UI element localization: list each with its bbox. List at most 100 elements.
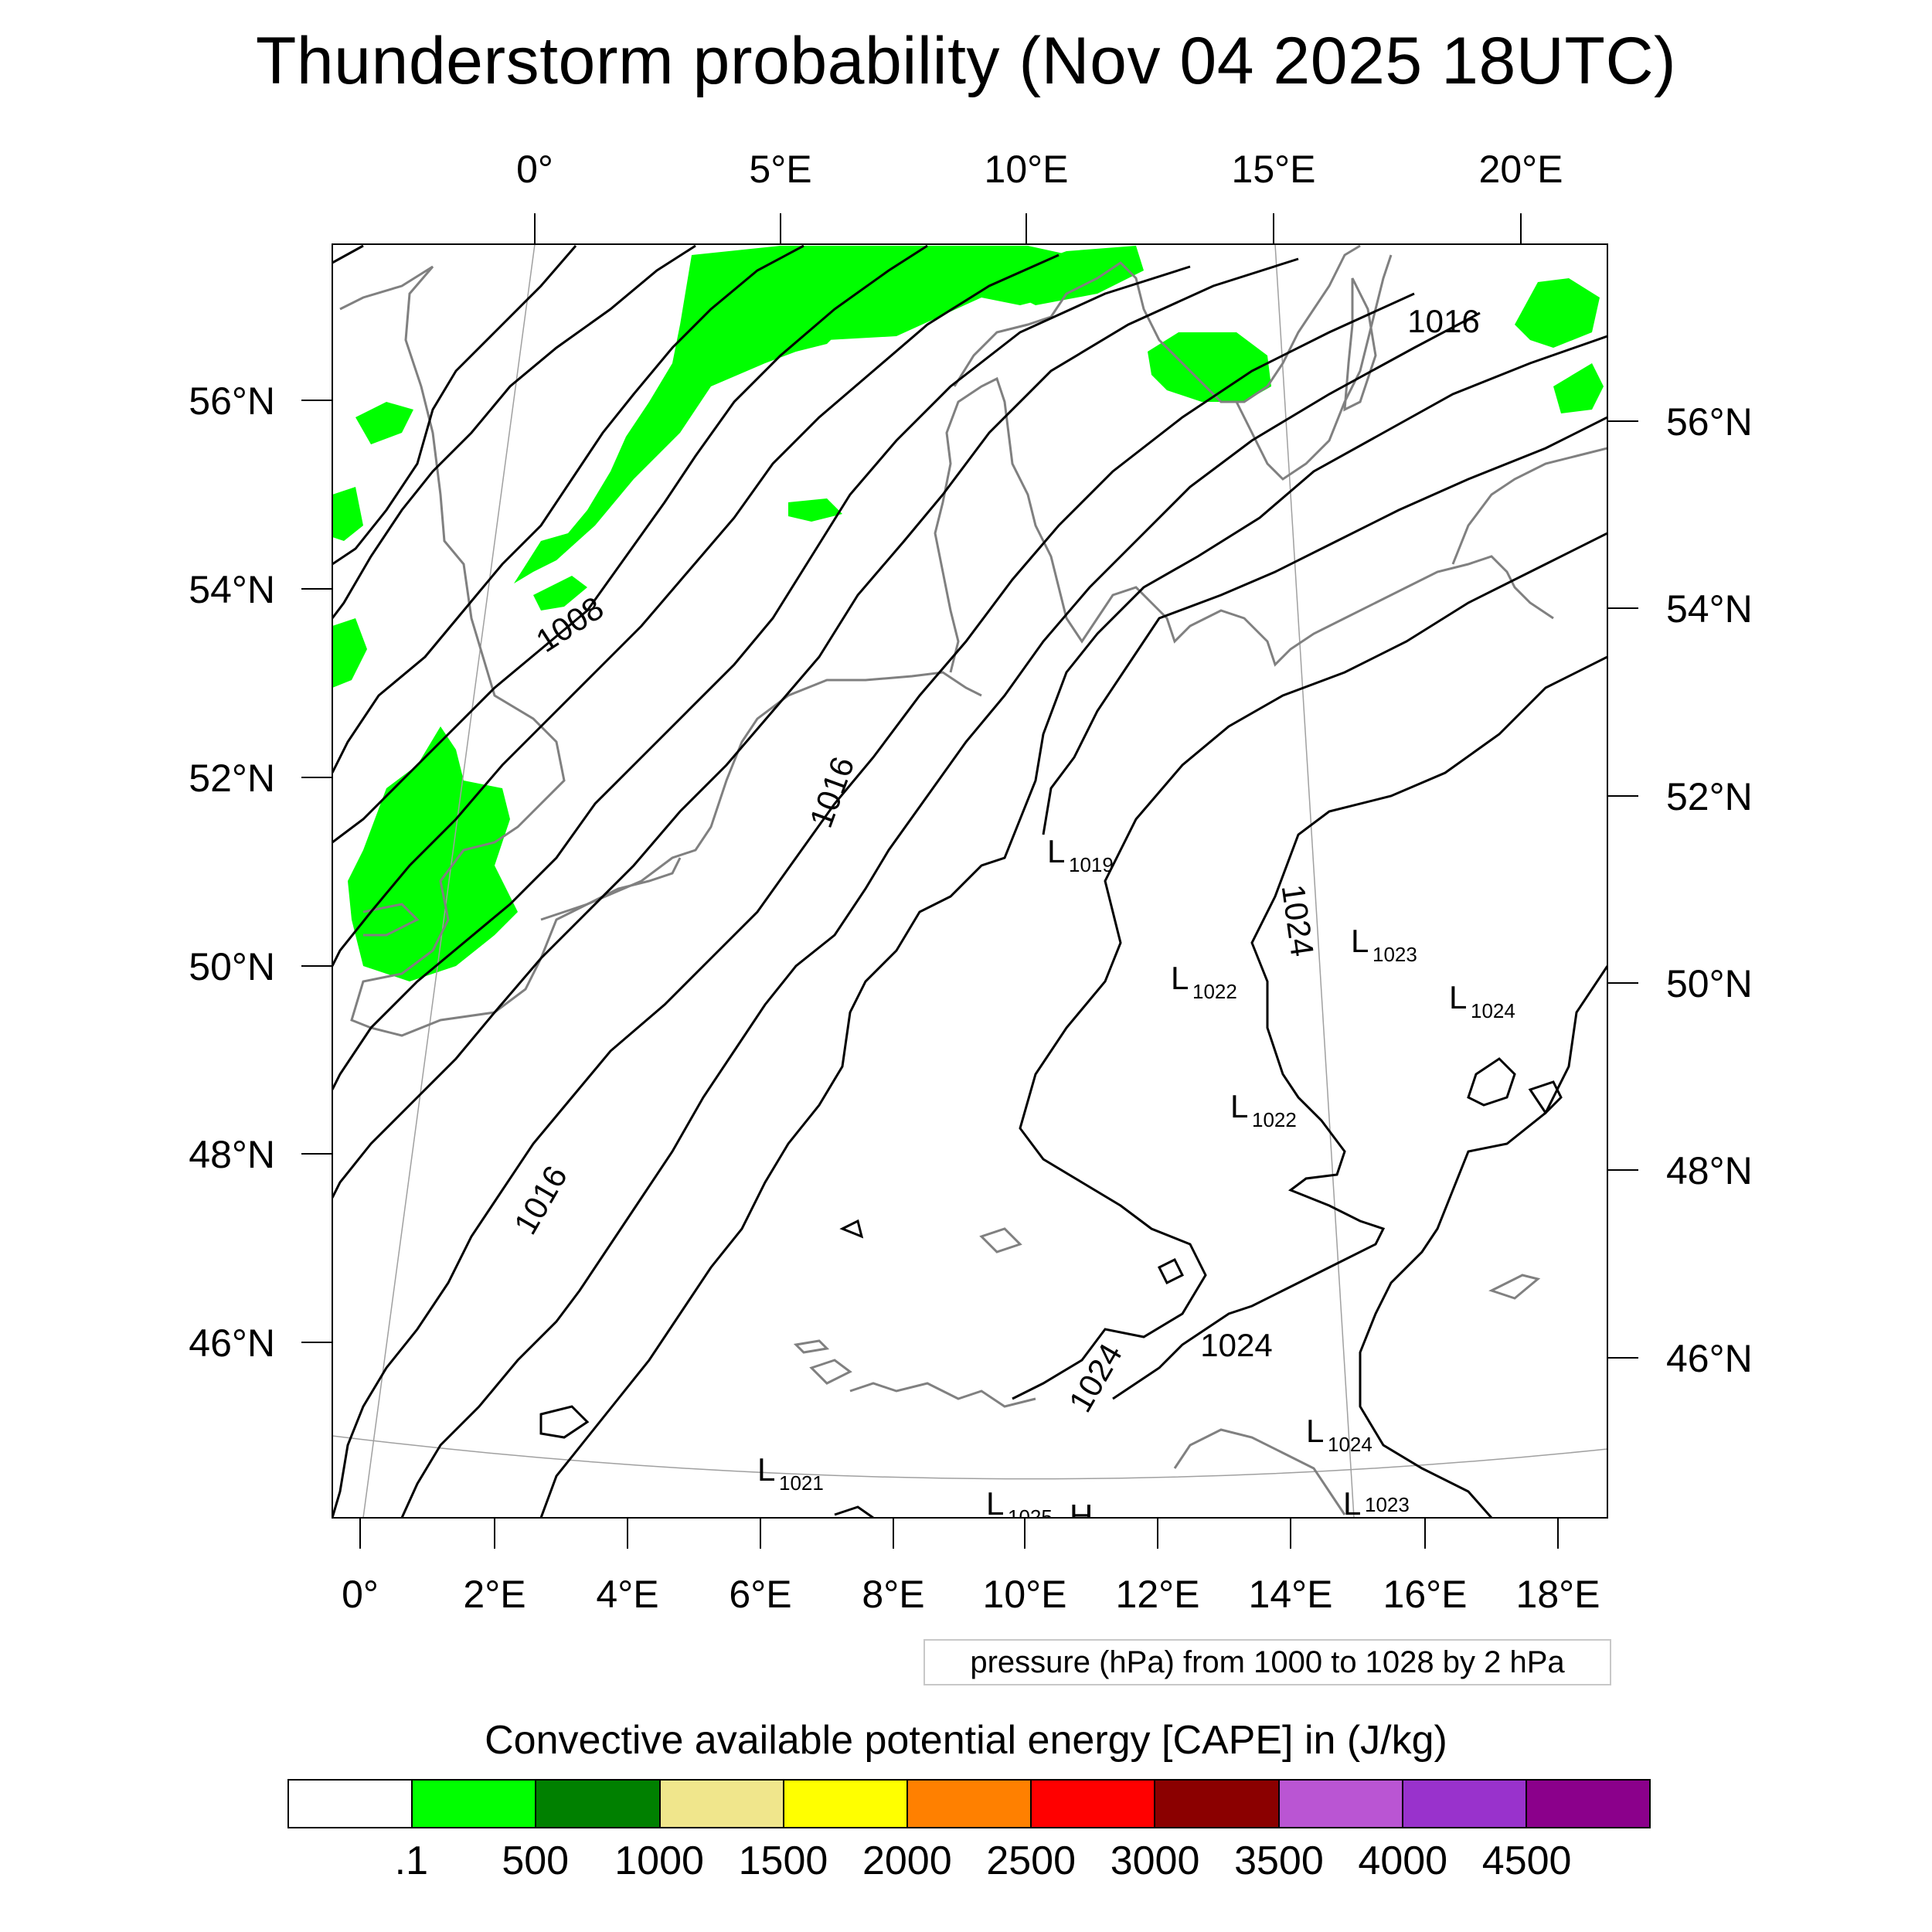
lon-label: 6°E [729, 1573, 791, 1616]
svg-text:L: L [986, 1485, 1004, 1522]
map-title: Thunderstorm probability (Nov 04 2025 18… [255, 24, 1677, 98]
lon-label: 0° [342, 1573, 379, 1616]
colorbar-label: 2000 [862, 1838, 952, 1883]
lat-label: 56°N [189, 379, 275, 423]
colorbar-label: .1 [394, 1838, 429, 1883]
bottom-longitude-labels: 0° 2°E 4°E 6°E 8°E 10°E 12°E 14°E 16°E 1… [342, 1573, 1600, 1616]
lat-label: 46°N [1666, 1337, 1753, 1380]
colorbar-label: 2500 [986, 1838, 1077, 1883]
coast-sweden-east [1235, 254, 1393, 481]
cape-area-england [348, 726, 518, 981]
coast-lake-constance [979, 1227, 1022, 1253]
lon-label: 18°E [1516, 1573, 1600, 1616]
cape-area-west-1 [332, 487, 363, 541]
lon-label: 16°E [1383, 1573, 1468, 1616]
isobar-label: 1016 [802, 752, 861, 832]
colorbar-swatch [1155, 1781, 1280, 1827]
isobar-label: 1024 [1275, 882, 1321, 958]
colorbar-label: 4000 [1358, 1838, 1448, 1883]
lon-label: 14°E [1249, 1573, 1333, 1616]
pressure-center: L 1024 [1449, 979, 1515, 1022]
graticule [332, 244, 1607, 1518]
svg-text:L: L [1047, 833, 1065, 869]
pressure-center: L 1025 [986, 1485, 1053, 1522]
lat-label: 46°N [189, 1321, 275, 1365]
colorbar-swatch [413, 1781, 537, 1827]
lat-label: 54°N [189, 568, 275, 611]
cape-area-baltic-east [1515, 278, 1600, 348]
coast-france-benelux [540, 671, 982, 921]
coast-alps-north [849, 1382, 1036, 1408]
svg-text:L: L [1306, 1413, 1324, 1449]
svg-text:1024: 1024 [1328, 1433, 1372, 1456]
lat-label: 52°N [189, 757, 275, 800]
colorbar-title: Convective available potential energy [C… [485, 1718, 1447, 1763]
lat-label: 48°N [1666, 1149, 1753, 1192]
map-frame [332, 243, 1608, 1519]
svg-text:1022: 1022 [1192, 980, 1237, 1003]
cape-area-dogger [788, 498, 842, 522]
coast-alps-lakes [809, 1359, 852, 1385]
lat-label: 50°N [189, 945, 275, 988]
top-longitude-labels: 0° 5°E 10°E 15°E 20°E [516, 148, 1563, 191]
colorbar-swatch [1403, 1781, 1527, 1827]
lat-label: 50°N [1666, 962, 1753, 1005]
svg-text:1023: 1023 [1372, 943, 1417, 966]
svg-text:L: L [1343, 1485, 1361, 1522]
svg-text:1023: 1023 [1365, 1493, 1410, 1516]
isobar-label: 1024 [1200, 1327, 1272, 1363]
pressure-center: L 1019 [1047, 833, 1114, 876]
pressure-center: L 1024 [1306, 1413, 1372, 1456]
lon-label: 5°E [749, 148, 811, 191]
pressure-centers: L 1019 L 1022 L 1023 L 1024 L 1022 L 1024 L 102… [757, 833, 1515, 1534]
svg-text:L: L [757, 1451, 775, 1488]
coast-lake-balaton [1488, 1274, 1541, 1300]
cape-area-north-sea [514, 246, 1070, 583]
isobar-label: 1024 [1062, 1338, 1129, 1418]
lon-label: 20°E [1479, 148, 1563, 191]
tick-marks [301, 213, 1638, 1549]
colorbar-swatch [784, 1781, 908, 1827]
colorbar-swatch [907, 1781, 1032, 1827]
pressure-center: L 1022 [1171, 960, 1237, 1003]
lat-label: 54°N [1666, 587, 1753, 631]
cape-area-sweden [1148, 332, 1271, 402]
right-latitude-labels: 56°N 54°N 52°N 50°N 48°N 46°N [1666, 400, 1753, 1380]
colorbar-swatch [536, 1781, 661, 1827]
isobar-label: 1016 [1407, 303, 1479, 339]
cape-area-west-2 [332, 618, 367, 688]
isobars [332, 244, 1607, 1518]
coast-lake-geneva [793, 1339, 830, 1354]
cape-area-baltic-east-2 [1553, 363, 1604, 413]
cape-areas [332, 246, 1604, 981]
colorbar-label: 3000 [1110, 1838, 1200, 1883]
coast-scotland-england [339, 265, 682, 1037]
left-latitude-labels: 56°N 54°N 52°N 50°N 48°N 46°N [189, 379, 275, 1365]
coast-island-gotland [1343, 277, 1377, 412]
colorbar-label: 1000 [614, 1838, 704, 1883]
coast-wales [362, 903, 420, 937]
svg-text:1024: 1024 [1471, 999, 1515, 1022]
cape-area-scotland [355, 402, 413, 444]
colorbar-swatch [1032, 1781, 1156, 1827]
coast-baltic-states [1451, 447, 1607, 565]
cape-area-north-sea-2 [773, 325, 838, 352]
svg-text:H: H [1070, 1498, 1093, 1534]
pressure-center: L 1023 [1351, 923, 1417, 966]
coastlines [339, 244, 1607, 1515]
pressure-center: L 1023 [1343, 1485, 1410, 1522]
isobar-label: 1016 [507, 1160, 574, 1240]
colorbar-swatch [660, 1781, 784, 1827]
colorbar-label: 500 [502, 1838, 570, 1883]
colorbar-swatch [1279, 1781, 1403, 1827]
cape-colorbar [287, 1779, 1651, 1828]
svg-text:1021: 1021 [779, 1471, 824, 1495]
lon-label: 8°E [862, 1573, 924, 1616]
lon-label: 2°E [463, 1573, 526, 1616]
svg-text:L: L [1449, 979, 1467, 1015]
lat-label: 48°N [189, 1133, 275, 1176]
coast-scandinavia [953, 244, 1361, 403]
lat-label: 52°N [1666, 775, 1753, 818]
